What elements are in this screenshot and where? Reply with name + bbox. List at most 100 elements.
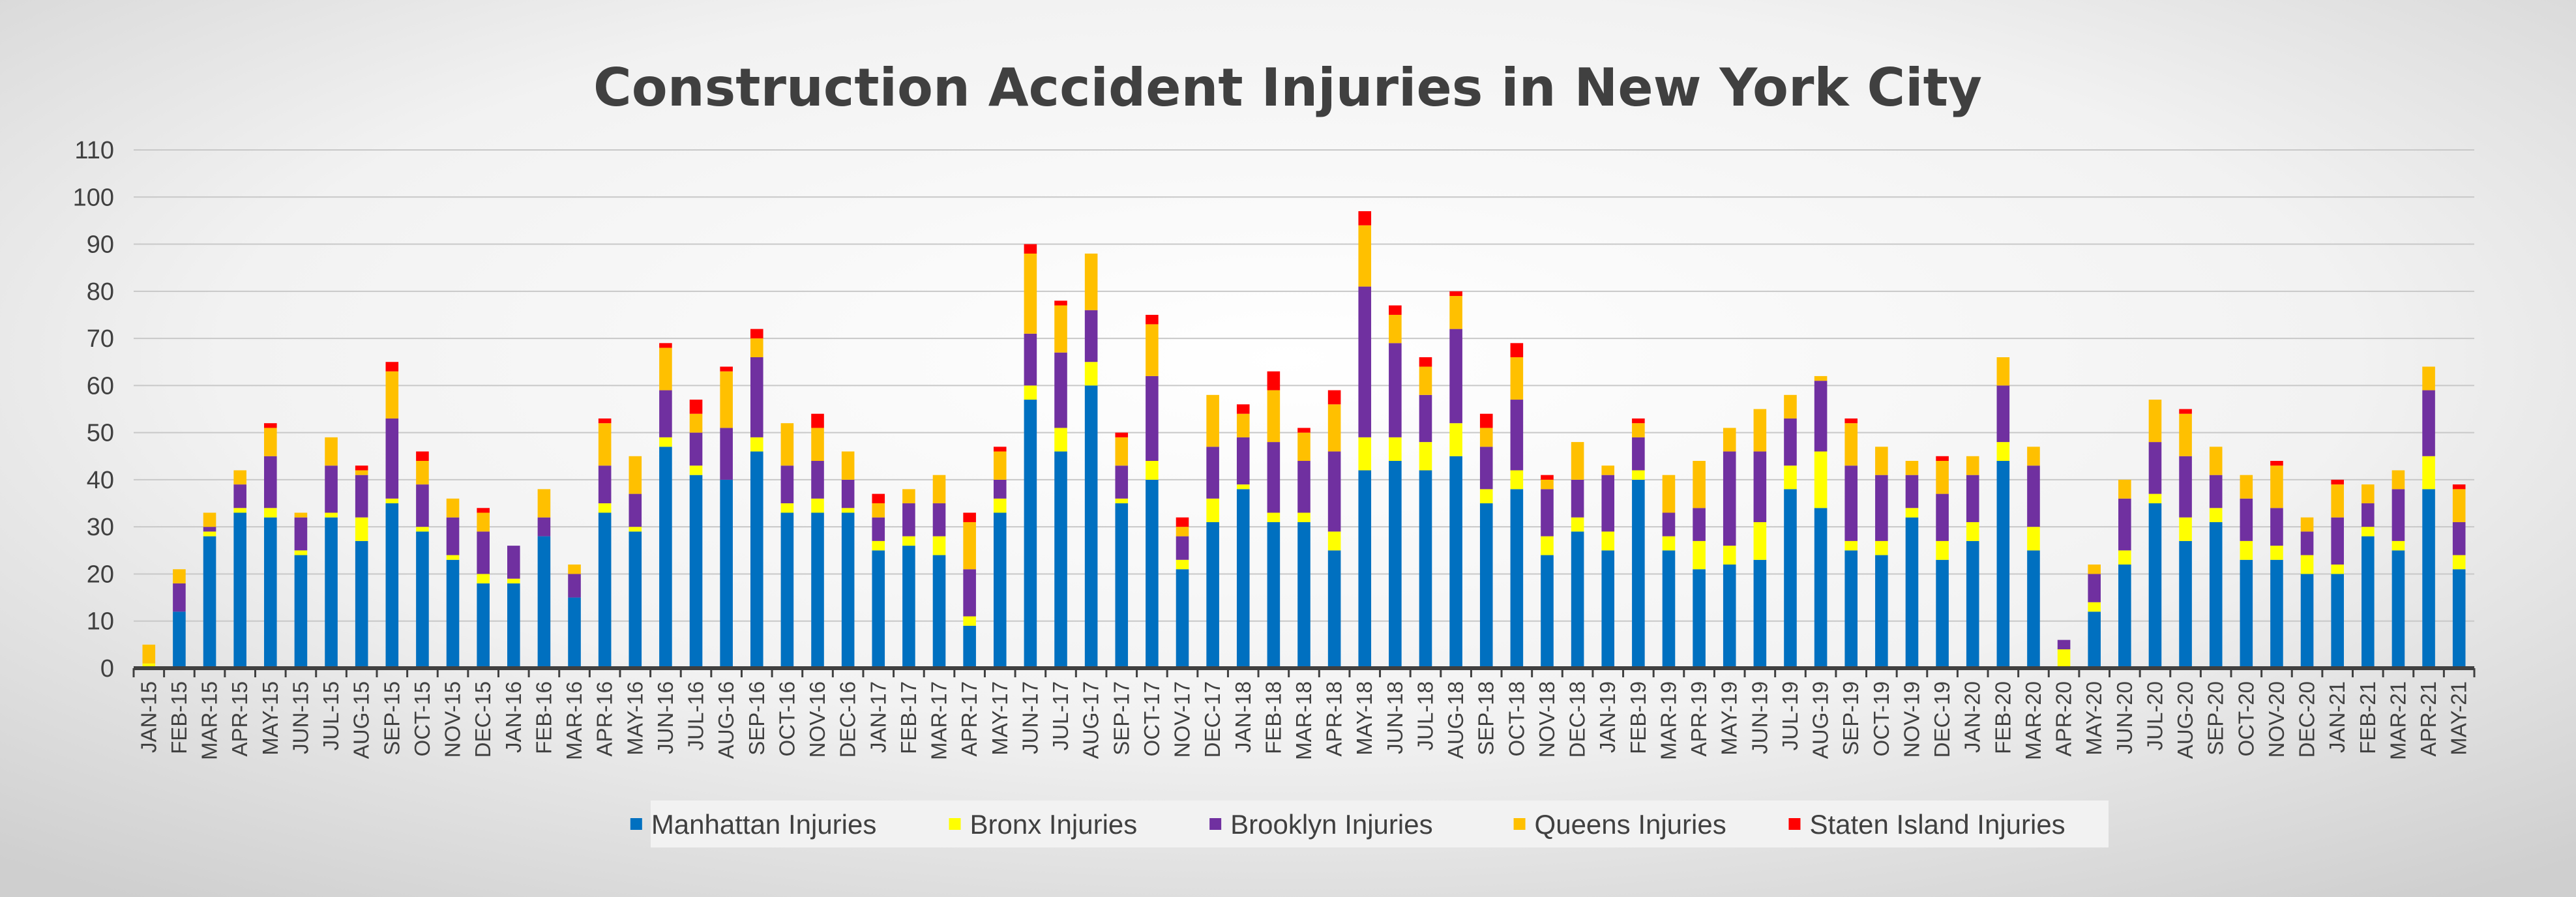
chart-title: Construction Accident Injuries in New Yo… bbox=[593, 57, 1982, 118]
bar-segment bbox=[598, 512, 612, 668]
bar-segment bbox=[2422, 489, 2435, 668]
bar-segment bbox=[1996, 385, 2010, 443]
x-tick-label: SEP-16 bbox=[745, 681, 769, 756]
bar-segment bbox=[1936, 559, 1949, 668]
bar-segment bbox=[872, 517, 885, 541]
bar-segment bbox=[446, 559, 460, 668]
bar-segment bbox=[963, 522, 976, 570]
x-tick-label: JUL-18 bbox=[1413, 681, 1437, 750]
bar-segment bbox=[659, 390, 672, 437]
bar-segment bbox=[568, 597, 581, 668]
bar-segment bbox=[355, 465, 368, 471]
bar-segment bbox=[598, 503, 612, 513]
bar-segment bbox=[1632, 437, 1645, 471]
bar-segment bbox=[932, 503, 946, 537]
bar-segment bbox=[1054, 451, 1067, 668]
x-tick-label: OCT-19 bbox=[1869, 681, 1893, 757]
bar-segment bbox=[264, 428, 277, 456]
bar-segment bbox=[629, 531, 642, 668]
bar-segment bbox=[1784, 394, 1797, 419]
bar-segment bbox=[1510, 400, 1524, 471]
bar-segment bbox=[1146, 479, 1159, 668]
bar-segment bbox=[568, 565, 581, 574]
bar-segment bbox=[1327, 451, 1341, 532]
x-axis-ticks: JAN-15 FEB-15 MAR-15 APR-15 MAY-15 JUN-15 JUL-… bbox=[136, 681, 2470, 760]
legend-label: Brooklyn Injuries bbox=[1230, 809, 1432, 840]
x-tick-label: JUL-16 bbox=[684, 681, 708, 750]
bar-segment bbox=[689, 465, 703, 475]
bar-segment bbox=[841, 508, 855, 513]
x-tick-label: JAN-20 bbox=[1961, 681, 1985, 753]
bar-segment bbox=[1054, 301, 1067, 306]
bar-segment bbox=[2118, 565, 2131, 668]
bar-segment bbox=[1084, 362, 1098, 386]
bar-segment bbox=[1327, 390, 1341, 405]
bar-segment bbox=[902, 546, 915, 668]
x-tick-label: FEB-20 bbox=[1991, 681, 2015, 754]
x-tick-label: MAR-18 bbox=[1292, 681, 1316, 760]
bar-segment bbox=[1905, 461, 1919, 475]
bar-segment bbox=[1206, 447, 1219, 499]
bar-segment bbox=[1601, 550, 1615, 668]
bar-segment bbox=[355, 517, 368, 541]
x-tick-label: JUN-17 bbox=[1018, 681, 1042, 754]
x-tick-label: AUG-16 bbox=[714, 681, 738, 759]
bar-segment bbox=[1115, 465, 1129, 499]
bar-segment bbox=[841, 512, 855, 668]
bar-segment bbox=[537, 536, 551, 668]
bar-segment bbox=[1146, 375, 1159, 461]
bar-segment bbox=[2240, 475, 2253, 499]
bar-segment bbox=[1936, 540, 1949, 560]
bar-segment bbox=[1176, 536, 1189, 560]
bar-segment bbox=[1449, 423, 1462, 456]
bar-segment bbox=[2331, 484, 2344, 518]
bar-segment bbox=[2088, 565, 2101, 574]
bar-segment bbox=[932, 555, 946, 668]
x-tick-label: FEB-18 bbox=[1261, 681, 1285, 754]
x-tick-label: MAR-21 bbox=[2386, 681, 2410, 760]
bar-segment bbox=[1632, 470, 1645, 480]
bar-segment bbox=[1389, 314, 1402, 344]
bar-segment bbox=[2088, 574, 2101, 602]
y-tick-label: 20 bbox=[87, 561, 114, 588]
bar-segment bbox=[2270, 461, 2283, 466]
legend-swatch bbox=[949, 818, 961, 830]
bar-segment bbox=[1146, 314, 1159, 325]
x-tick-label: JUN-18 bbox=[1383, 681, 1407, 754]
bar-segment bbox=[1510, 357, 1524, 400]
bar-segment bbox=[659, 343, 672, 348]
bar-segment bbox=[993, 451, 1007, 480]
bar-segment bbox=[2270, 465, 2283, 508]
bar-segment bbox=[1479, 447, 1493, 490]
bar-segment bbox=[629, 527, 642, 532]
bar-segment bbox=[2179, 409, 2192, 414]
bar-segment bbox=[1996, 442, 2010, 461]
bar-segment bbox=[598, 418, 612, 424]
bar-segment bbox=[1327, 404, 1341, 452]
bar-segment bbox=[841, 451, 855, 480]
bar-segment bbox=[780, 503, 794, 513]
bar-segment bbox=[1115, 503, 1129, 668]
bar-segment bbox=[264, 423, 277, 428]
x-tick-label: MAR-19 bbox=[1656, 681, 1680, 760]
bar-segment bbox=[1267, 512, 1281, 522]
bar-segment bbox=[1632, 479, 1645, 668]
y-tick-label: 90 bbox=[87, 231, 114, 259]
bar-segment bbox=[1449, 291, 1462, 297]
bar-segment bbox=[2027, 447, 2040, 466]
bar-segment bbox=[1419, 470, 1432, 668]
bar-segment bbox=[385, 362, 399, 372]
x-tick-label: SEP-18 bbox=[1474, 681, 1498, 756]
bar-segment bbox=[1358, 437, 1372, 471]
bar-segment bbox=[568, 574, 581, 598]
bar-segment bbox=[1541, 555, 1554, 668]
x-tick-label: DEC-20 bbox=[2295, 681, 2319, 757]
x-tick-label: AUG-18 bbox=[1443, 681, 1468, 759]
x-tick-label: DEC-18 bbox=[1565, 681, 1590, 757]
bar-segment bbox=[2331, 479, 2344, 485]
bar-segment bbox=[1966, 456, 1979, 475]
bar-segment bbox=[993, 498, 1007, 513]
bar-segment bbox=[1693, 569, 1706, 668]
legend-swatch bbox=[630, 818, 642, 830]
bar-segment bbox=[993, 479, 1007, 499]
